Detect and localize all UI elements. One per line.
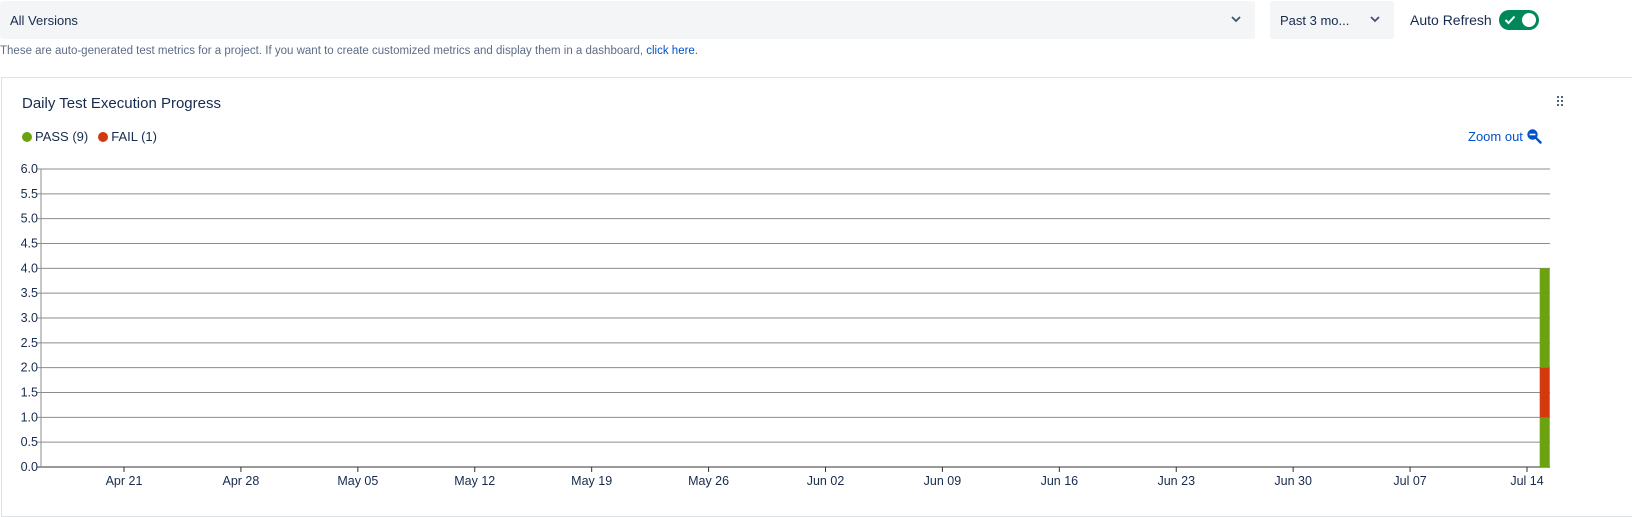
legend-dot-pass bbox=[22, 131, 32, 142]
x-tick-label: May 19 bbox=[571, 474, 612, 488]
x-tick-label: May 05 bbox=[337, 474, 378, 488]
x-tick-label: Jun 02 bbox=[807, 474, 845, 488]
click-here-link[interactable]: click here bbox=[646, 45, 695, 57]
y-tick-label: 3.5 bbox=[21, 286, 38, 300]
chart-legend: PASS (9) FAIL (1) bbox=[22, 129, 167, 144]
auto-refresh-label: Auto Refresh bbox=[1410, 12, 1492, 28]
x-tick-label: Jul 07 bbox=[1393, 474, 1426, 488]
chevron-down-icon bbox=[1370, 16, 1380, 23]
version-select[interactable]: All Versions bbox=[0, 1, 1255, 39]
bar-segment-pass bbox=[1539, 268, 1550, 368]
x-tick-label: Jun 30 bbox=[1274, 474, 1312, 488]
y-tick-label: 1.5 bbox=[21, 386, 38, 400]
x-tick-label: May 12 bbox=[454, 474, 495, 488]
period-select-value: Past 3 mo... bbox=[1280, 13, 1350, 28]
x-tick-label: Jun 23 bbox=[1157, 474, 1195, 488]
y-tick-label: 2.5 bbox=[21, 336, 38, 350]
zoom-out-icon bbox=[1527, 129, 1542, 144]
y-tick-label: 0.5 bbox=[21, 435, 38, 449]
x-tick-label: Jun 09 bbox=[924, 474, 962, 488]
legend-item-fail[interactable]: FAIL (1) bbox=[98, 129, 157, 144]
chevron-down-icon bbox=[1231, 16, 1241, 23]
x-tick-label: Jun 16 bbox=[1041, 474, 1079, 488]
y-tick-label: 5.5 bbox=[21, 187, 38, 201]
drag-handle-icon[interactable] bbox=[1556, 95, 1564, 107]
y-tick-label: 5.0 bbox=[21, 212, 38, 226]
panel-title: Daily Test Execution Progress bbox=[22, 95, 221, 112]
x-tick-label: May 26 bbox=[688, 474, 729, 488]
version-select-value: All Versions bbox=[10, 13, 78, 28]
x-tick-label: Apr 21 bbox=[106, 474, 143, 488]
legend-dot-fail bbox=[98, 131, 109, 142]
bar-segment-pass bbox=[1539, 417, 1550, 467]
info-message: These are auto-generated test metrics fo… bbox=[0, 45, 647, 57]
period-select[interactable]: Past 3 mo... bbox=[1270, 1, 1394, 39]
y-tick-label: 3.0 bbox=[21, 311, 38, 325]
x-tick-label: Jul 14 bbox=[1510, 474, 1543, 488]
filter-bar: All Versions Past 3 mo... Auto Refresh bbox=[0, 0, 1632, 42]
y-tick-label: 1.0 bbox=[21, 410, 38, 424]
legend-label-pass: PASS (9) bbox=[35, 129, 89, 144]
toggle-knob bbox=[1522, 13, 1536, 27]
y-tick-label: 4.0 bbox=[21, 261, 38, 275]
info-text: These are auto-generated test metrics fo… bbox=[0, 45, 698, 57]
y-tick-label: 6.0 bbox=[21, 162, 38, 176]
bar-segment-fail bbox=[1539, 367, 1550, 418]
legend-item-pass[interactable]: PASS (9) bbox=[22, 129, 88, 144]
legend-label-fail: FAIL (1) bbox=[111, 129, 157, 144]
y-tick-label: 0.0 bbox=[21, 460, 38, 474]
auto-refresh-toggle[interactable] bbox=[1499, 10, 1539, 30]
check-icon bbox=[1504, 15, 1516, 25]
info-suffix: . bbox=[694, 45, 699, 57]
y-tick-label: 2.0 bbox=[21, 361, 38, 375]
zoom-out-button[interactable]: Zoom out bbox=[1468, 128, 1542, 144]
zoom-out-label: Zoom out bbox=[1468, 128, 1523, 144]
x-tick-label: Apr 28 bbox=[222, 474, 259, 488]
y-tick-label: 4.5 bbox=[21, 237, 38, 251]
